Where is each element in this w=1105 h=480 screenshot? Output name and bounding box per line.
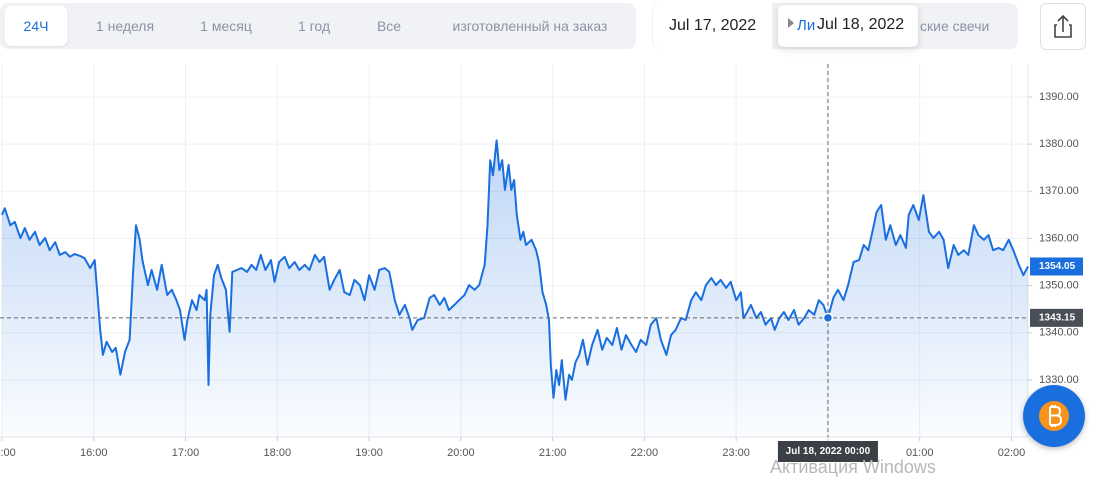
date-to[interactable]: Jul 18, 2022: [817, 16, 905, 33]
x-tick-label: 18:00: [264, 447, 292, 459]
share-icon: [1054, 14, 1072, 38]
crosshair-dot: [822, 312, 834, 324]
y-tick-label: 1340.00: [1039, 327, 1079, 339]
area-fill: [2, 140, 1028, 437]
y-tick-label: 1350.00: [1039, 279, 1079, 291]
x-tick-label: 22:00: [631, 447, 659, 459]
caret-icon: [788, 18, 794, 28]
x-tick-label: 01:00: [906, 447, 934, 459]
x-tick-label: 15:00: [0, 447, 16, 459]
x-tick-label: 19:00: [355, 447, 383, 459]
date-popup: Ли Jul 18, 2022: [778, 5, 918, 47]
y-tick-label: 1370.00: [1039, 185, 1079, 197]
date-from[interactable]: Jul 17, 2022: [669, 17, 757, 34]
y-tick-label: 1330.00: [1039, 374, 1079, 386]
range-tab[interactable]: 1 неделя: [95, 18, 155, 34]
crosshair-y-label: 1343.15: [1039, 313, 1076, 324]
date-from-box[interactable]: [653, 3, 772, 49]
x-tick-label: 21:00: [539, 447, 567, 459]
range-tabs: 24Ч 1 неделя 1 месяц 1 год Все изготовле…: [0, 3, 636, 49]
range-tab[interactable]: Все: [376, 18, 402, 34]
x-tick-label: 02:00: [998, 447, 1026, 459]
range-tab[interactable]: 24Ч: [4, 6, 68, 46]
x-tick-label: 23:00: [722, 447, 750, 459]
bitcoin-button[interactable]: [1023, 385, 1085, 447]
watermark: Активация Windows: [770, 457, 936, 477]
y-tick-label: 1380.00: [1039, 138, 1079, 150]
share-button[interactable]: [1040, 3, 1086, 50]
range-tab[interactable]: 1 месяц: [200, 18, 252, 34]
last-price-box: [1030, 257, 1083, 276]
crosshair-x-label: Jul 18, 2022 00:00: [786, 446, 871, 457]
x-tick-label: 17:00: [172, 447, 200, 459]
crosshair-x-box: [777, 441, 878, 462]
overlay-layer: 1343.15 Jul 18, 2022 00:00 1354.05: [0, 64, 1083, 462]
price-line: [1, 139, 1029, 401]
x-tick-label: 20:00: [447, 447, 475, 459]
x-tick-label: 16:00: [80, 447, 108, 459]
bitcoin-icon: [1039, 401, 1069, 431]
series-layer: [1, 139, 1029, 437]
crosshair-y-box: [1030, 308, 1083, 327]
chart-type-option[interactable]: Ли: [797, 17, 816, 34]
range-tab[interactable]: изготовленный на заказ: [452, 18, 608, 34]
y-tick-label: 1360.00: [1039, 232, 1079, 244]
range-tab[interactable]: 1 год: [297, 18, 331, 34]
y-tick-label: 1390.00: [1039, 91, 1079, 103]
chart-type-option[interactable]: ские свечи: [920, 18, 990, 34]
last-price-label: 1354.05: [1039, 261, 1076, 272]
